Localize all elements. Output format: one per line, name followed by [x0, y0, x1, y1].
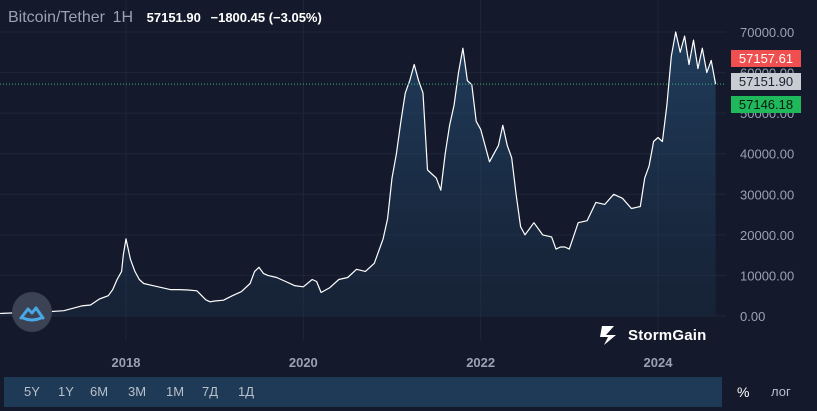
y-tick-label: 0.00	[740, 309, 765, 324]
y-tick-label: 20000.00	[740, 228, 794, 243]
range-5y-button[interactable]: 5Y	[24, 384, 40, 399]
bid-price-tag: 57146.18	[731, 96, 801, 113]
brand-watermark: StormGain	[598, 324, 706, 346]
pair-title: Bitcoin/Tether	[8, 9, 105, 26]
y-tick-label: 10000.00	[740, 268, 794, 283]
exchange-logo-badge	[12, 292, 52, 332]
last-price-tag: 57151.90	[731, 73, 801, 90]
y-tick-label: 70000.00	[740, 25, 794, 40]
x-tick-label: 2018	[112, 355, 141, 370]
x-tick-label: 2022	[466, 355, 495, 370]
price-change: −1800.45 (−3.05%)	[210, 10, 322, 25]
y-tick-label: 30000.00	[740, 187, 794, 202]
ask-price-tag: 57157.61	[731, 50, 801, 67]
range-toolbar: 5Y 1Y 6M 3M 1M 7Д 1Д % лог	[0, 377, 817, 411]
last-price: 57151.90	[146, 10, 201, 25]
brand-name: StormGain	[628, 326, 707, 344]
x-tick-label: 2024	[644, 355, 674, 370]
range-1m-button[interactable]: 1M	[166, 384, 185, 399]
price-area	[0, 32, 716, 316]
range-1y-button[interactable]: 1Y	[58, 384, 74, 399]
x-tick-label: 2020	[289, 355, 318, 370]
range-toolbar-bar: 5Y 1Y 6M 3M 1M 7Д 1Д	[4, 377, 722, 407]
timeframe-label[interactable]: 1H	[112, 9, 134, 26]
log-scale-toggle[interactable]: лог	[771, 384, 791, 399]
chart-svg[interactable]: 0.0010000.0020000.0030000.0040000.005000…	[0, 0, 817, 376]
range-3m-button[interactable]: 3M	[128, 384, 147, 399]
lightning-icon	[600, 326, 616, 345]
range-6m-button[interactable]: 6M	[90, 384, 109, 399]
y-tick-label: 40000.00	[740, 147, 794, 162]
range-1d-button[interactable]: 1Д	[238, 384, 255, 399]
percent-scale-toggle[interactable]: %	[737, 384, 750, 400]
range-7d-button[interactable]: 7Д	[202, 384, 219, 399]
cloud-icon	[19, 306, 45, 322]
price-line	[0, 31, 717, 315]
price-chart[interactable]: 0.00 10000.00 20000.00 30000.00 40000.00 5000…	[0, 0, 817, 376]
chart-header: Bitcoin/Tether 1H 57151.90 −1800.45 (−3.…	[8, 9, 322, 27]
